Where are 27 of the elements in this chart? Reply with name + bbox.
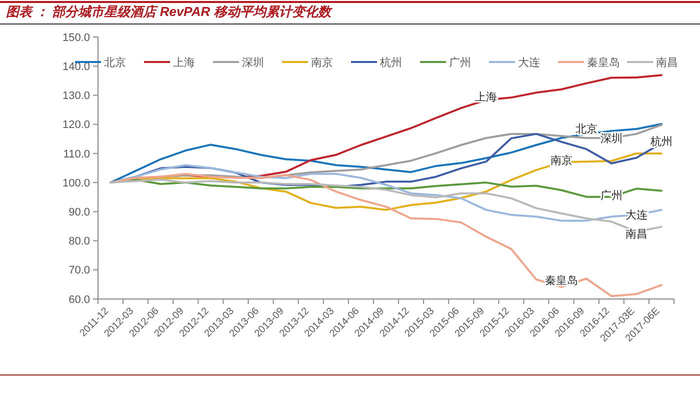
legend-label: 杭州 [379,56,402,69]
annotation: 杭州 [649,134,672,148]
legend-label: 大连 [518,56,540,69]
y-tick-label: 90.0 [68,206,90,219]
legend-label: 上海 [173,56,195,69]
annotation: 深圳 [600,132,622,145]
legend-label: 南昌 [656,56,678,69]
y-tick-label: 110.0 [63,148,90,160]
line-series [110,172,662,298]
y-tick-label: 70.0 [68,264,90,277]
annotation: 大连 [625,208,648,222]
y-tick-label: 120.0 [62,119,90,132]
legend-label: 南京 [311,56,333,69]
y-tick-label: 60.0 [68,294,90,306]
y-tick-label: 150.0 [62,32,90,44]
legend-label: 深圳 [242,56,264,69]
line-series [110,164,662,222]
y-tick-label: 130.0 [62,90,90,102]
y-tick-label: 140.0 [62,60,90,73]
legend-label: 北京 [104,56,126,69]
annotation: 秦皇岛 [544,274,578,287]
legend-label: 广州 [449,56,471,69]
y-tick-label: 100.0 [62,177,90,190]
annotation: 南昌 [625,227,648,240]
legend-label: 秦皇岛 [587,56,620,69]
chart-title: 图表 ： 部分城市星级酒店 RevPAR 移动平均累计变化数 [6,4,333,19]
y-tick-label: 80.0 [68,236,90,248]
